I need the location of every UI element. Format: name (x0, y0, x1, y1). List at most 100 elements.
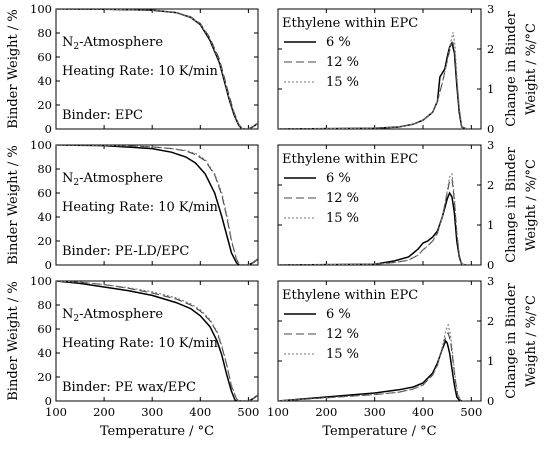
heating-rate-label: Heating Rate: 10 K/min (62, 64, 219, 79)
series-line-15-pct (278, 323, 465, 401)
series-line-15-pct (56, 9, 258, 129)
y-tick-label: 40 (37, 346, 52, 360)
y-tick-label: 80 (37, 26, 52, 40)
x-axis-label: Temperature / °C (100, 424, 214, 439)
y-tick-label: 40 (37, 74, 52, 88)
x-tick-label: 100 (45, 405, 67, 419)
legend-title: Ethylene within EPC (282, 288, 418, 303)
atmosphere-label: N2-Atmosphere (62, 35, 163, 52)
x-tick-label: 500 (237, 405, 259, 419)
x-tick-label: 200 (93, 405, 115, 419)
series-line-6-pct (56, 145, 258, 265)
heating-rate-label: Heating Rate: 10 K/min (62, 336, 219, 351)
legend-label: 6 % (326, 307, 351, 322)
plot-frame (277, 280, 482, 402)
panel-1: 0 20 40 60 80 100 N2-Atmosphere Heating Rate: 1… (6, 2, 259, 136)
x-tick-label: 300 (141, 405, 163, 419)
y-tick-label: 0 (487, 394, 494, 408)
x-tick-label: 100 (267, 405, 289, 419)
binder-label: Binder: PE-LD/EPC (62, 244, 189, 259)
series-line-6-pct (56, 281, 258, 401)
y-tick-label: 2 (487, 42, 494, 56)
x-axis-label: Temperature / °C (322, 424, 436, 439)
panel-3: 0 20 40 60 80 100 N2-Atmosphere Heating Rate: 1… (6, 138, 259, 272)
x-tick-label: 400 (189, 405, 211, 419)
x-tick-label: 300 (364, 405, 386, 419)
y-tick-label: 60 (37, 322, 52, 336)
y-tick-label: 60 (37, 50, 52, 64)
legend-label: 6 % (326, 35, 351, 50)
y-tick-label: 100 (30, 2, 52, 16)
y-tick-label: 20 (37, 234, 52, 248)
plot-frame (277, 8, 482, 130)
y-axis-label-left: Binder Weight / % (6, 145, 21, 265)
series-line-15-pct (278, 172, 467, 265)
y-tick-label: 100 (30, 138, 52, 152)
y-tick-label: 80 (37, 162, 52, 176)
panel-4: 0 1 2 3 Ethylene within EPC 6 % 12 % 15 % Change… (277, 138, 539, 272)
binder-label: Binder: EPC (62, 108, 143, 123)
y-axis-label-left: Binder Weight / % (6, 281, 21, 401)
legend: Ethylene within EPC 6 % 12 % 15 % (282, 16, 418, 90)
panel-5: 100 200 300 400 500 0 20 40 60 80 100 N2-Atmosphere… (6, 274, 259, 439)
y-tick-label: 1 (487, 354, 494, 368)
y-tick-label: 1 (487, 218, 494, 232)
heating-rate-label: Heating Rate: 10 K/min (62, 200, 219, 215)
series-line-15-pct (56, 145, 258, 265)
y-axis-label-right-line2: Weight / %/°C (524, 23, 539, 115)
y-tick-label: 100 (30, 274, 52, 288)
legend: Ethylene within EPC 6 % 12 % 15 % (282, 152, 418, 226)
x-tick-label: 500 (460, 405, 482, 419)
y-tick-label: 1 (487, 82, 494, 96)
plot-frame (55, 144, 259, 266)
legend-label: 12 % (326, 191, 359, 206)
series-line-15-pct (56, 281, 258, 401)
y-tick-label: 3 (487, 2, 494, 16)
y-axis-label-right-line1: Change in Binder (504, 146, 519, 262)
x-tick-label: 400 (412, 405, 434, 419)
y-tick-label: 60 (37, 186, 52, 200)
y-axis-label-left: Binder Weight / % (6, 9, 21, 129)
legend-label: 15 % (326, 211, 359, 226)
plot-frame (55, 280, 259, 402)
binder-label: Binder: PE wax/EPC (62, 380, 196, 395)
panel-2: 0 1 2 3 Ethylene within EPC 6 % 12 % 15 % Change… (277, 2, 539, 136)
y-tick-label: 80 (37, 298, 52, 312)
panel-6: 100 200 300 400 500 0 1 2 3 Ethylene within EPC 6 … (267, 274, 539, 439)
y-axis-label-right-line2: Weight / %/°C (524, 159, 539, 251)
legend-label: 15 % (326, 347, 359, 362)
legend-title: Ethylene within EPC (282, 16, 418, 31)
plot-frame (277, 144, 482, 266)
y-axis-label-right-line1: Change in Binder (504, 282, 519, 398)
y-axis-label-right-line2: Weight / %/°C (524, 295, 539, 387)
legend-title: Ethylene within EPC (282, 152, 418, 167)
y-tick-label: 0 (45, 258, 52, 272)
y-tick-label: 3 (487, 274, 494, 288)
legend-label: 12 % (326, 55, 359, 70)
atmosphere-label: N2-Atmosphere (62, 171, 163, 188)
y-tick-label: 0 (45, 394, 52, 408)
y-tick-label: 20 (37, 98, 52, 112)
legend-label: 12 % (326, 327, 359, 342)
atmosphere-label: N2-Atmosphere (62, 307, 163, 324)
x-tick-label: 200 (315, 405, 337, 419)
y-tick-label: 0 (487, 258, 494, 272)
y-tick-label: 2 (487, 314, 494, 328)
series-line-12-pct (56, 281, 258, 401)
y-tick-label: 0 (487, 122, 494, 136)
series-line-15-pct (278, 32, 467, 129)
legend-label: 15 % (326, 75, 359, 90)
y-tick-label: 0 (45, 122, 52, 136)
series-line-12-pct (278, 41, 467, 129)
legend: Ethylene within EPC 6 % 12 % 15 % (282, 288, 418, 362)
series-line-6-pct (278, 41, 467, 129)
y-tick-label: 40 (37, 210, 52, 224)
plot-frame (55, 8, 259, 130)
y-tick-label: 20 (37, 370, 52, 384)
series-line-12-pct (278, 177, 467, 265)
legend-label: 6 % (326, 171, 351, 186)
y-axis-label-right-line1: Change in Binder (504, 10, 519, 126)
y-tick-label: 2 (487, 178, 494, 192)
y-tick-label: 3 (487, 138, 494, 152)
